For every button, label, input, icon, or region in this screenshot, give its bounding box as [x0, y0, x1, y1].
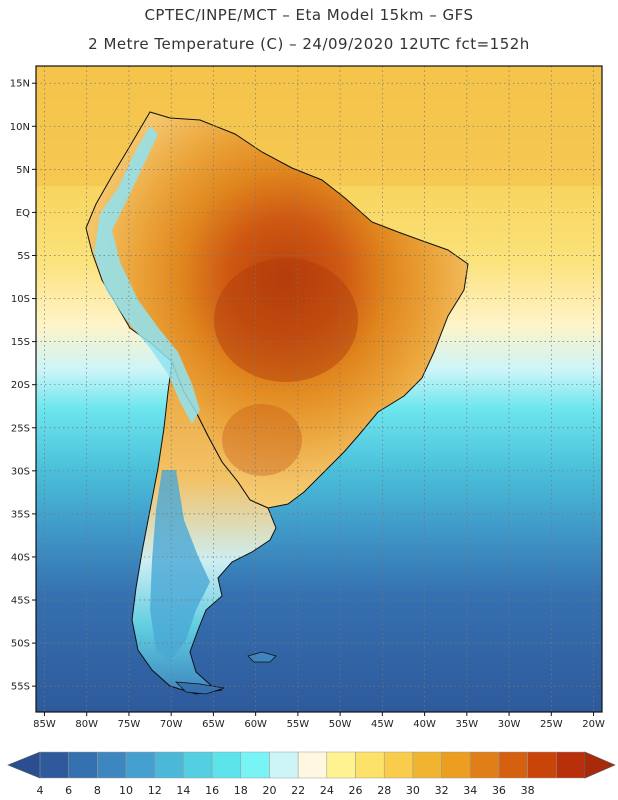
- legend-label: 10: [119, 784, 133, 797]
- legend-label: 30: [406, 784, 420, 797]
- legend-label: 14: [176, 784, 190, 797]
- legend-color-box: [527, 751, 557, 779]
- map-title-line-1: CPTEC/INPE/MCT – Eta Model 15km – GFS: [144, 6, 474, 24]
- lon-label: 35W: [456, 719, 479, 730]
- legend-color-box: [441, 751, 471, 779]
- legend-label: 38: [521, 784, 535, 797]
- legend-label: 26: [349, 784, 363, 797]
- lon-label: 20W: [582, 719, 605, 730]
- legend-color-box: [183, 751, 213, 779]
- legend-label: 22: [291, 784, 305, 797]
- andes-belt: [94, 126, 200, 424]
- lat-label: 45S: [11, 596, 30, 607]
- legend-color-box: [97, 751, 127, 779]
- map-frame: [35, 65, 603, 713]
- longitude-labels: 85W 80W 75W 70W 65W 60W 55W 50W 45W 40W 35W 30W 25W 2…: [33, 712, 605, 730]
- lon-label: 25W: [540, 719, 563, 730]
- legend-color-box: [211, 751, 242, 779]
- lat-label: 25S: [11, 423, 30, 434]
- lat-label: 40S: [11, 552, 30, 563]
- lat-label: 5N: [16, 165, 30, 176]
- legend-label: 8: [94, 784, 101, 797]
- lon-label: 45W: [371, 719, 394, 730]
- legend-color-box: [355, 751, 385, 779]
- lat-label: 55S: [11, 682, 30, 693]
- legend-color-box: [269, 751, 299, 779]
- legend-label: 28: [377, 784, 391, 797]
- latitude-labels: 15N 10N 5N EQ 5S 10S 15S 20S 25S 30S 35S 40S 45S 50S 5…: [10, 79, 36, 693]
- legend-label: 16: [205, 784, 219, 797]
- lat-label: 30S: [11, 466, 30, 477]
- lat-label: 15N: [10, 79, 30, 90]
- legend-right-arrow: [584, 751, 616, 779]
- lon-label: 30W: [498, 719, 521, 730]
- legend-color-box: [125, 751, 155, 779]
- lat-label: 50S: [11, 639, 30, 650]
- legend-label: 32: [435, 784, 449, 797]
- lon-label: 55W: [287, 719, 310, 730]
- legend-color-box: [68, 751, 98, 779]
- tierra-del-fuego: [174, 681, 225, 695]
- color-legend: 4 6 8 10 12 14 16 18 20 22 24 26 28 30 32 34 36 38: [7, 751, 616, 797]
- legend-label: 34: [463, 784, 477, 797]
- legend-color-box: [297, 751, 328, 779]
- legend-color-box: [412, 751, 442, 779]
- legend-left-arrow: [7, 751, 41, 779]
- legend-label: 20: [262, 784, 276, 797]
- lat-label: 15S: [11, 337, 30, 348]
- lon-label: 65W: [202, 719, 225, 730]
- lon-label: 70W: [160, 719, 183, 730]
- lat-label: 35S: [11, 509, 30, 520]
- lon-label: 80W: [75, 719, 98, 730]
- falkland-islands: [247, 651, 277, 663]
- lat-label: 20S: [11, 380, 30, 391]
- lat-label: 10N: [10, 122, 30, 133]
- lon-label: 60W: [244, 719, 267, 730]
- legend-label: 6: [65, 784, 72, 797]
- lat-label: 5S: [17, 251, 30, 262]
- legend-label: 4: [37, 784, 44, 797]
- legend-label: 12: [148, 784, 162, 797]
- legend-color-box: [326, 751, 356, 779]
- legend-label: 18: [234, 784, 248, 797]
- legend-color-box: [383, 751, 414, 779]
- heat-core: [214, 258, 358, 382]
- lon-label: 50W: [329, 719, 352, 730]
- patagonian-andes: [150, 470, 210, 662]
- lat-label: EQ: [16, 208, 30, 219]
- lon-label: 75W: [118, 719, 141, 730]
- map-title-line-2: 2 Metre Temperature (C) – 24/09/2020 12U…: [88, 35, 530, 53]
- legend-label: 24: [320, 784, 334, 797]
- lon-label: 85W: [33, 719, 56, 730]
- legend-color-box: [240, 751, 270, 779]
- lon-label: 40W: [413, 719, 436, 730]
- chaco-heat: [222, 404, 302, 476]
- legend-label: 36: [492, 784, 506, 797]
- legend-color-box: [154, 751, 184, 779]
- legend-color-box: [556, 751, 586, 779]
- lat-label: 10S: [11, 294, 30, 305]
- legend-color-box: [470, 751, 500, 779]
- legend-color-box: [498, 751, 528, 779]
- legend-color-box: [39, 751, 69, 779]
